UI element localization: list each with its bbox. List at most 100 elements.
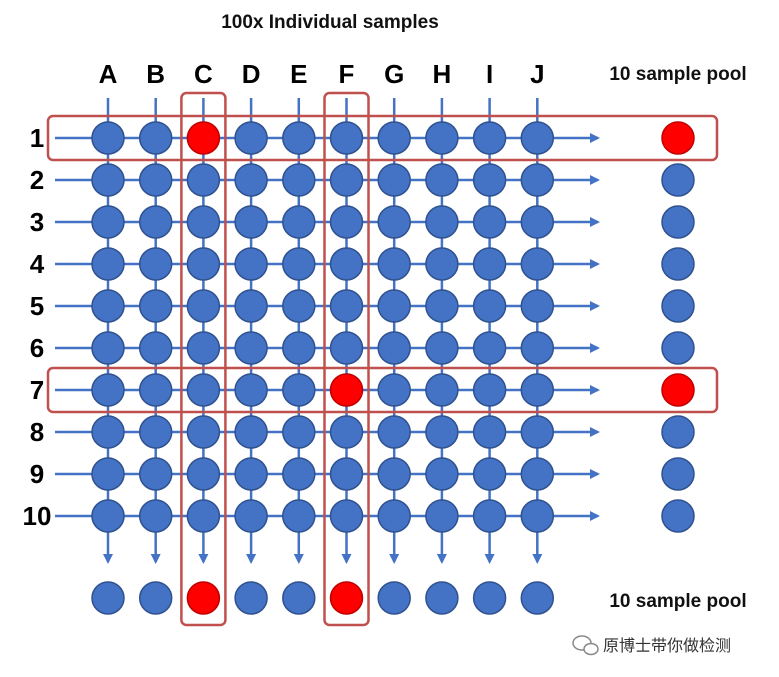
sample-J3	[520, 205, 555, 239]
sample-I7	[472, 373, 507, 407]
column-pool-label: 10 sample pool	[609, 591, 746, 612]
sample-H3	[425, 205, 459, 239]
sample-D6	[234, 331, 268, 365]
sample-I9	[472, 457, 507, 491]
sample-H10	[425, 499, 459, 533]
column-pool-G	[377, 581, 411, 615]
sample-C7	[186, 373, 221, 407]
sample-G4	[377, 247, 411, 281]
column-label-J: J	[530, 59, 544, 89]
sample-J7	[520, 373, 555, 407]
row-pool-7	[661, 373, 695, 407]
row-label-5: 5	[30, 291, 44, 321]
sample-I8	[472, 415, 507, 449]
column-pool-A	[91, 581, 125, 615]
sample-B9	[138, 457, 173, 491]
sample-D5	[234, 289, 268, 323]
column-pool-D	[234, 581, 268, 615]
sample-B6	[138, 331, 173, 365]
sample-C10	[186, 499, 221, 533]
sample-J4	[520, 247, 555, 281]
sample-F9	[329, 457, 364, 491]
sample-H2	[425, 163, 459, 197]
sample-I4	[472, 247, 507, 281]
sample-E1	[282, 121, 316, 155]
sample-G3	[377, 205, 411, 239]
sample-I2	[472, 163, 507, 197]
sample-A5	[91, 289, 125, 323]
sample-E2	[282, 163, 316, 197]
sample-J1	[520, 121, 555, 155]
column-highlight-F	[323, 91, 370, 627]
sample-A8	[91, 415, 125, 449]
sample-A9	[91, 457, 125, 491]
sample-J2	[520, 163, 555, 197]
column-pool-J	[520, 581, 555, 615]
row-pool-6	[661, 331, 695, 365]
sample-F8	[329, 415, 364, 449]
sample-E4	[282, 247, 316, 281]
sample-H1	[425, 121, 459, 155]
sample-E10	[282, 499, 316, 533]
column-label-F: F	[339, 59, 355, 89]
sample-H5	[425, 289, 459, 323]
sample-D2	[234, 163, 268, 197]
column-label-A: A	[99, 59, 118, 89]
sample-E9	[282, 457, 316, 491]
sample-F4	[329, 247, 364, 281]
sample-C1	[186, 121, 221, 155]
column-label-D: D	[242, 59, 261, 89]
sample-B8	[138, 415, 173, 449]
wechat-icon	[572, 635, 599, 656]
row-pool-4	[661, 247, 695, 281]
row-highlight-7	[46, 366, 719, 414]
sample-A3	[91, 205, 125, 239]
column-pool-B	[138, 581, 173, 615]
sample-I1	[472, 121, 507, 155]
sample-E6	[282, 331, 316, 365]
sample-A2	[91, 163, 125, 197]
sample-I5	[472, 289, 507, 323]
sample-G8	[377, 415, 411, 449]
sample-J10	[520, 499, 555, 533]
sample-G9	[377, 457, 411, 491]
row-pool-label: 10 sample pool	[609, 64, 746, 85]
column-pool-F	[329, 581, 364, 615]
column-highlight-C	[180, 91, 227, 627]
sample-grid: A B C D E F G H I J 1 2 3 4 5 6 7 8 9 10	[23, 59, 719, 627]
row-label-7: 7	[30, 375, 44, 405]
sample-F7	[329, 373, 364, 407]
column-pool-H	[425, 581, 459, 615]
row-label-9: 9	[30, 459, 44, 489]
sample-H6	[425, 331, 459, 365]
sample-B2	[138, 163, 173, 197]
sample-D1	[234, 121, 268, 155]
sample-J5	[520, 289, 555, 323]
sample-C5	[186, 289, 221, 323]
sample-H9	[425, 457, 459, 491]
sample-E8	[282, 415, 316, 449]
row-label-3: 3	[30, 207, 44, 237]
row-pool-10	[661, 499, 695, 533]
row-label-10: 10	[23, 501, 52, 531]
sample-C4	[186, 247, 221, 281]
sample-B7	[138, 373, 173, 407]
sample-E7	[282, 373, 316, 407]
watermark-text: 原博士带你做检测	[603, 636, 731, 655]
sample-C2	[186, 163, 221, 197]
sample-G6	[377, 331, 411, 365]
sample-A10	[91, 499, 125, 533]
sample-B5	[138, 289, 173, 323]
sample-I3	[472, 205, 507, 239]
sample-B3	[138, 205, 173, 239]
sample-E3	[282, 205, 316, 239]
sample-A7	[91, 373, 125, 407]
sample-A1	[91, 121, 125, 155]
row-label-1: 1	[30, 123, 44, 153]
row-pool-8	[661, 415, 695, 449]
sample-J9	[520, 457, 555, 491]
row-pool-9	[661, 457, 695, 491]
sample-G10	[377, 499, 411, 533]
sample-D3	[234, 205, 268, 239]
